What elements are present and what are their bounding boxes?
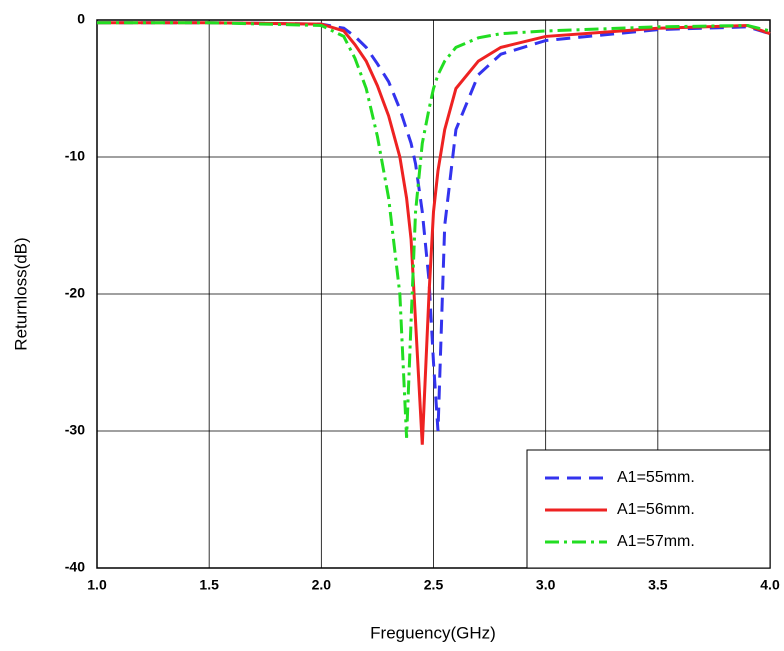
legend-label: A1=56mm. — [617, 501, 695, 518]
y-axis-label: Returnloss(dB) — [11, 237, 30, 350]
series-line — [97, 21, 771, 445]
x-tick-label: 1.0 — [87, 577, 107, 593]
y-tick-label: 0 — [77, 11, 85, 27]
x-tick-label: 2.5 — [424, 577, 444, 593]
y-tick-label: -10 — [65, 148, 85, 164]
x-tick-label: 1.5 — [199, 577, 219, 593]
y-tick-label: -40 — [65, 559, 85, 575]
series-line — [97, 21, 771, 432]
y-tick-label: -20 — [65, 285, 85, 301]
x-axis-label: Freguency(GHz) — [370, 623, 496, 642]
legend-label: A1=57mm. — [617, 533, 695, 550]
legend-label: A1=55mm. — [617, 469, 695, 486]
y-tick-label: -30 — [65, 422, 85, 438]
x-tick-label: 3.0 — [536, 577, 556, 593]
x-tick-label: 3.5 — [648, 577, 668, 593]
x-tick-label: 4.0 — [760, 577, 780, 593]
plot-frame — [96, 19, 771, 569]
series-line — [97, 21, 771, 438]
x-tick-label: 2.0 — [312, 577, 332, 593]
